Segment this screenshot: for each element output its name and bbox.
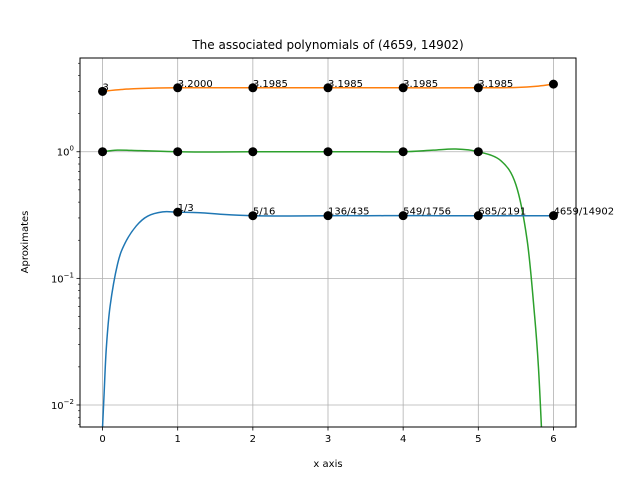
data-point (173, 207, 183, 217)
series-line (102, 83, 554, 93)
data-label: 136/435 (328, 207, 370, 218)
data-point (398, 211, 408, 221)
y-tick-label: 100 (57, 145, 74, 159)
data-label: 3 (103, 82, 109, 93)
x-tick-label: 0 (99, 434, 105, 445)
data-point (398, 83, 408, 93)
data-label: 3.1985 (403, 79, 438, 90)
data-point (173, 83, 183, 93)
y-tick-label: 10−1 (51, 271, 74, 285)
x-tick-label: 2 (250, 434, 256, 445)
x-tick-label: 5 (475, 434, 481, 445)
data-label: 1/3 (178, 203, 194, 214)
x-tick-label: 3 (325, 434, 331, 445)
data-point (323, 147, 333, 157)
data-point (173, 147, 183, 157)
data-point (248, 83, 258, 93)
data-label: 4659/14902 (553, 207, 614, 218)
data-label: 3.1985 (253, 79, 288, 90)
data-point (548, 79, 558, 89)
y-tick-label: 10−2 (51, 398, 74, 412)
data-point (248, 211, 258, 221)
data-point (248, 147, 258, 157)
data-point (98, 147, 108, 157)
x-tick-label: 1 (175, 434, 181, 445)
data-label: 3.1985 (328, 79, 363, 90)
x-axis-label: x axis (313, 459, 342, 470)
annotation-layer: 3 3.2000 3.1985 3.1985 3.1985 3.1985 1/3 5/16 13… (103, 79, 615, 218)
data-point (98, 86, 108, 96)
data-label: 3.2000 (178, 79, 213, 90)
grid (80, 58, 576, 427)
data-point (473, 211, 483, 221)
data-label: 685/2191 (478, 207, 526, 218)
data-label: 5/16 (253, 207, 275, 218)
data-label: 3.1985 (478, 79, 513, 90)
data-point (473, 83, 483, 93)
data-point (323, 211, 333, 221)
y-axis-label: Aproximates (20, 211, 31, 274)
data-point (473, 147, 483, 157)
data-label: 549/1756 (403, 207, 451, 218)
series-line (101, 210, 554, 428)
chart-title: The associated polynomials of (4659, 149… (191, 38, 463, 52)
data-point (398, 147, 408, 157)
x-tick-label: 4 (400, 434, 406, 445)
tick-layer: 0 1 2 3 4 5 6 10−2 10−1 100 (51, 62, 557, 445)
data-point (323, 83, 333, 93)
marker-layer (98, 79, 558, 221)
data-point (548, 211, 558, 221)
x-tick-label: 6 (550, 434, 556, 445)
